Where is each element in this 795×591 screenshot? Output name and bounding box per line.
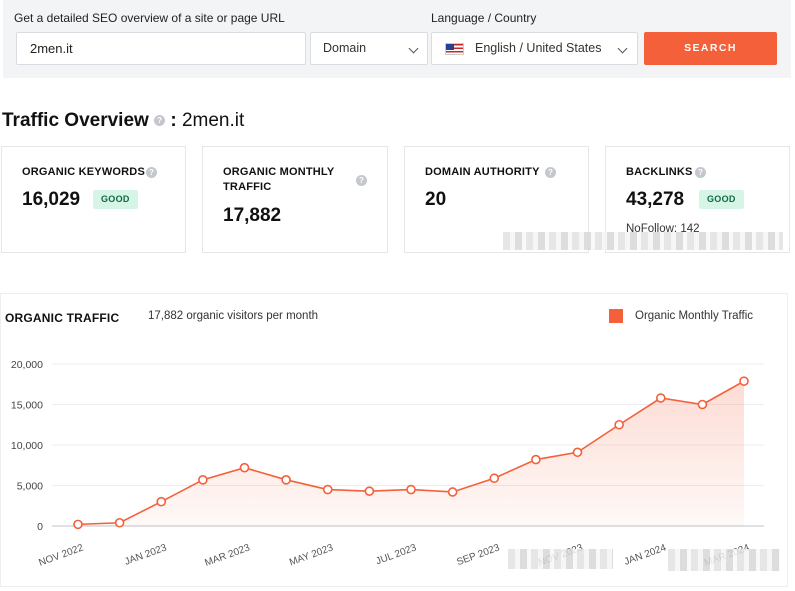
status-badge: GOOD — [93, 190, 138, 209]
x-tick-label: SEP 2023 — [455, 542, 501, 568]
x-tick-label: JAN 2024 — [623, 542, 668, 568]
y-tick-label: 0 — [37, 521, 43, 533]
series-area — [78, 381, 744, 526]
organic-keywords-card: ORGANIC KEYWORDS ? 16,029 GOOD — [1, 146, 186, 253]
help-icon[interactable]: ? — [146, 167, 157, 178]
backlinks-value: 43,278 — [626, 189, 685, 210]
card-title-line1: ORGANIC MONTHLY — [223, 166, 335, 178]
language-value: English / United States — [475, 41, 602, 55]
chart-subtitle: 17,882 organic visitors per month — [148, 310, 319, 322]
organic-keywords-value: 16,029 — [22, 189, 81, 210]
legend-label[interactable]: Organic Monthly Traffic — [635, 310, 754, 322]
data-point[interactable] — [697, 399, 708, 410]
data-point[interactable] — [281, 475, 291, 485]
x-tick-label: MAY 2023 — [288, 542, 335, 568]
data-point[interactable] — [572, 447, 583, 458]
help-icon[interactable]: ? — [695, 167, 706, 178]
legend-swatch[interactable] — [609, 309, 623, 323]
watermark-overlay — [508, 549, 613, 569]
search-button[interactable]: SEARCH — [644, 32, 777, 65]
data-point[interactable] — [156, 496, 167, 507]
domain-authority-value: 20 — [425, 189, 447, 210]
card-title: ORGANIC MONTHLY TRAFFIC — [223, 165, 334, 195]
watermark-overlay — [668, 549, 780, 571]
data-point[interactable] — [531, 454, 541, 465]
status-badge: GOOD — [699, 190, 744, 209]
x-tick-label: NOV 2022 — [37, 542, 85, 568]
data-point[interactable] — [198, 475, 208, 485]
help-icon[interactable]: ? — [154, 115, 166, 127]
x-tick-label: JUL 2023 — [374, 542, 418, 567]
help-icon[interactable]: ? — [356, 175, 367, 186]
page-title-domain: 2men.it — [181, 110, 245, 131]
search-panel: Get a detailed SEO overview of a site or… — [3, 0, 791, 78]
card-title: ORGANIC KEYWORDS — [22, 166, 145, 178]
data-point[interactable] — [406, 484, 416, 495]
search-type-value: Domain — [323, 41, 367, 55]
title-separator: : — [170, 110, 177, 131]
organic-traffic-value: 17,882 — [223, 205, 282, 226]
chart-title: ORGANIC TRAFFIC — [5, 311, 120, 325]
data-point[interactable] — [239, 462, 250, 473]
data-point[interactable] — [489, 473, 500, 484]
y-tick-label: 5,000 — [17, 481, 43, 493]
data-point[interactable] — [739, 376, 749, 386]
data-point[interactable] — [322, 484, 333, 495]
card-title-line2: TRAFFIC — [223, 181, 272, 193]
language-label: Language / Country — [431, 11, 537, 25]
watermark-overlay — [503, 232, 783, 250]
search-label: Get a detailed SEO overview of a site or… — [14, 11, 285, 25]
card-title: BACKLINKS — [626, 166, 693, 178]
data-point[interactable] — [614, 419, 624, 430]
data-point[interactable] — [655, 393, 666, 403]
x-tick-label: JAN 2023 — [123, 542, 168, 568]
language-select[interactable]: English / United States — [431, 32, 638, 65]
page-title: Traffic Overview ? : 2men.it — [2, 110, 244, 132]
us-flag-icon — [445, 43, 464, 55]
search-type-select[interactable]: Domain — [310, 32, 428, 65]
help-icon[interactable]: ? — [545, 167, 556, 178]
y-tick-label: 20,000 — [11, 359, 43, 371]
card-title: DOMAIN AUTHORITY — [425, 166, 540, 178]
organic-traffic-card: ORGANIC MONTHLY TRAFFIC ? 17,882 — [202, 146, 388, 253]
data-point[interactable] — [114, 517, 125, 528]
url-input[interactable]: 2men.it — [16, 32, 306, 65]
y-tick-label: 15,000 — [11, 400, 43, 412]
data-point[interactable] — [447, 487, 458, 497]
data-point[interactable] — [364, 486, 375, 496]
page-title-text: Traffic Overview — [2, 110, 149, 131]
data-point[interactable] — [73, 519, 83, 530]
x-tick-label: MAR 2023 — [203, 542, 252, 569]
y-tick-label: 10,000 — [11, 440, 43, 452]
